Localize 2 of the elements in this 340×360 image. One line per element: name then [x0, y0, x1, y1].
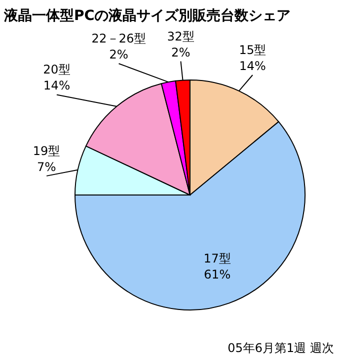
- title: 液晶一体型PCの液晶サイズ別販売台数シェア: [4, 8, 291, 24]
- annotation: 05年6月第1週 週次: [228, 341, 334, 355]
